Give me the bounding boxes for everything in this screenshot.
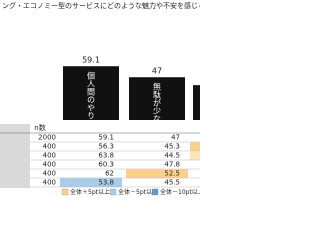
- legend-swatch: [109, 188, 117, 196]
- table-cell-n: 400: [43, 143, 56, 151]
- table-cell-bg: [60, 178, 122, 187]
- chart: ング・エコノミー型のサービスにどのような魅力や不安を感じるか（ 59.1個人間の…: [0, 1, 200, 200]
- legend-swatch: [61, 188, 69, 196]
- table-cell: 53.8: [98, 179, 114, 187]
- row-label-column: [0, 124, 30, 188]
- chart-title: ング・エコノミー型のサービスにどのような魅力や不安を感じるか（: [2, 1, 200, 10]
- category-label: 個人間のやり取りなので信頼できないから不安: [87, 70, 96, 200]
- value-label: 59.1: [82, 56, 100, 65]
- table-cell: 47.8: [164, 161, 180, 169]
- table-cell: 62: [105, 170, 114, 178]
- category-label: 無駄が少なく環境に優しそう: [153, 81, 162, 186]
- bar: [193, 85, 200, 120]
- table-cell-bg: [190, 151, 200, 160]
- table-cell: 45.3: [164, 143, 180, 151]
- table-cell-n: 400: [43, 161, 56, 169]
- table-cell: 56.3: [98, 143, 114, 151]
- legend-label: 全体－5pt以上: [118, 188, 158, 196]
- table-cell-n: 2000: [38, 134, 56, 142]
- table-cell: 52.5: [164, 170, 180, 178]
- bar: [129, 77, 185, 120]
- value-label: 47: [152, 67, 162, 76]
- table-cell: 44.5: [164, 152, 180, 160]
- table-cell-n: 400: [43, 170, 56, 178]
- bar: [63, 66, 119, 120]
- table-cell-n: 400: [43, 152, 56, 160]
- table-cell: 63.8: [98, 152, 114, 160]
- table-cell: 60.3: [98, 161, 114, 169]
- table-cell-n: 400: [43, 179, 56, 187]
- table-header: n数: [34, 123, 45, 132]
- legend-swatch: [151, 188, 159, 196]
- table-cell-bg: [190, 142, 200, 151]
- table-cell: 45.5: [164, 179, 180, 187]
- table-cell: 47: [171, 134, 180, 142]
- table-cell-bg: [126, 169, 188, 178]
- legend-label: 全体－10pt以上: [160, 188, 200, 196]
- table-cell: 59.1: [98, 134, 114, 142]
- legend-label: 全体＋5pt以上: [70, 188, 110, 196]
